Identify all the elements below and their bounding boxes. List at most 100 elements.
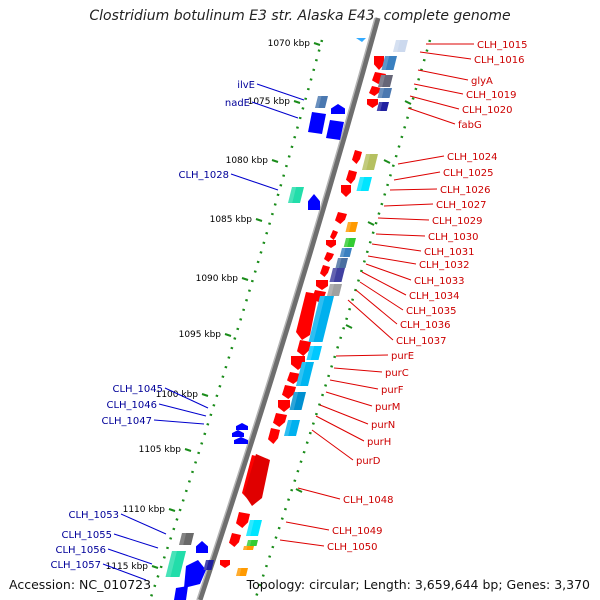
gene-label-nade: nadE: [225, 98, 250, 109]
gene-label-clh-1028: CLH_1028: [178, 170, 229, 181]
gene-label-clh-1020: CLH_1020: [462, 105, 513, 116]
gene-block-13: [308, 296, 334, 342]
kbp-label-1105-kbp: 1105 kbp: [139, 445, 182, 455]
gene-label-fabg: fabG: [458, 120, 482, 131]
leader-line-clh-1016: [419, 51, 472, 60]
leader-line-clh-1046: [158, 403, 207, 417]
gene-block-1-body: [381, 56, 397, 70]
forward-gene-arrow-20: [268, 428, 280, 444]
leader-line-clh-1032: [367, 255, 417, 265]
kbp-tick-right-1110: [295, 488, 303, 493]
gene-label-purd: purD: [356, 456, 381, 467]
gene-block-left-3-shine: [165, 551, 177, 577]
gene-block-2-shine: [378, 75, 386, 87]
forward-gene-arrow-7: [335, 212, 347, 224]
gene-block-7-body: [345, 222, 358, 232]
gene-block-10-shine: [335, 258, 342, 268]
leader-line-clh-1049: [285, 521, 330, 531]
gene-block-6: [356, 177, 372, 191]
gene-block-11-body: [329, 268, 345, 282]
reverse-gene-arrow-2: [236, 423, 248, 430]
gene-label-clh-1055: CLH_1055: [61, 530, 112, 541]
kbp-label-1080-kbp: 1080 kbp: [226, 156, 269, 166]
gene-block-21: [236, 568, 248, 576]
reverse-gene-arrow-3: [232, 430, 244, 437]
gene-block-0: [393, 40, 408, 52]
kbp-tick-1090-kbp: [241, 277, 249, 281]
forward-gene-arrow-18: [278, 400, 290, 412]
leader-line-clh-1036: [355, 289, 398, 325]
reverse-gene-block-3: [174, 586, 188, 600]
gene-block-left-0-body: [315, 96, 328, 108]
gene-block-5: [362, 154, 378, 170]
gene-block-1: [381, 56, 397, 70]
gene-block-20-body: [243, 546, 254, 550]
gene-block-15: [296, 362, 314, 386]
leader-line-clh-1050: [279, 539, 325, 547]
gene-label-clh-1056: CLH_1056: [55, 545, 106, 556]
forward-gene-arrow-16: [287, 372, 301, 384]
reverse-gene-block-0: [308, 112, 326, 134]
forward-gene-arrow-22: [236, 512, 250, 528]
gene-label-clh-1033: CLH_1033: [414, 276, 465, 287]
kbp-label-1100-kbp: 1100 kbp: [156, 390, 199, 400]
leader-line-purn: [319, 404, 369, 425]
kbp-tick-right-1095: [345, 324, 353, 329]
gene-label-clh-1027: CLH_1027: [436, 200, 487, 211]
gene-block-20-shine: [243, 546, 248, 550]
gene-block-5-body: [362, 154, 378, 170]
forward-gene-arrow-3: [367, 99, 378, 108]
forward-gene-arrow-11: [320, 265, 330, 277]
gene-block-15-shine: [296, 362, 307, 386]
gene-block-11: [329, 268, 345, 282]
forward-gene-long-2: [244, 454, 270, 506]
kbp-label-1070-kbp: 1070 kbp: [268, 39, 311, 49]
gene-block-left-0: [315, 96, 328, 108]
forward-gene-arrow-23: [229, 533, 241, 547]
gene-label-clh-1045: CLH_1045: [112, 384, 163, 395]
gene-block-4-shine: [376, 102, 383, 111]
gene-block-7-shine: [345, 222, 352, 232]
gene-block-18-body: [246, 520, 262, 536]
leader-line-purc: [333, 367, 383, 373]
leader-line-clh-1026: [389, 188, 438, 191]
gene-label-pure: purE: [391, 351, 414, 362]
leader-line-clh-1057: [102, 563, 147, 581]
gene-block-16-body: [289, 392, 306, 410]
forward-gene-arrow-17: [282, 385, 296, 399]
kbp-tick-1110-kbp: [168, 508, 176, 512]
leader-line-clh-1031: [371, 243, 422, 252]
forward-gene-arrow-19: [273, 413, 287, 427]
reverse-gene-arrow-5: [196, 541, 208, 553]
gene-block-left-1-shine: [288, 187, 297, 203]
forward-gene-arrow-8: [330, 230, 338, 240]
leader-line-clh-1025: [393, 171, 441, 181]
forward-gene-arrow-10: [324, 252, 334, 262]
kbp-tick-1095-kbp: [224, 333, 232, 337]
kbp-label-1095-kbp: 1095 kbp: [179, 330, 222, 340]
kbp-tick-1105-kbp: [184, 448, 192, 452]
leader-line-clh-1056: [107, 548, 153, 565]
gene-label-clh-1016: CLH_1016: [474, 55, 525, 66]
leader-line-clh-1048: [297, 487, 341, 500]
gene-block-left-1: [288, 187, 304, 203]
gene-block-0-body: [393, 40, 408, 52]
leader-line-fabg: [407, 107, 456, 125]
gene-block-16: [289, 392, 306, 410]
gene-block-2-body: [378, 75, 393, 87]
reverse-gene-block-1: [326, 120, 344, 140]
kbp-label-1115-kbp: 1115 kbp: [106, 562, 149, 572]
gene-label-clh-1030: CLH_1030: [428, 232, 479, 243]
gene-block-13-body: [308, 296, 334, 342]
gene-label-clh-1048: CLH_1048: [343, 495, 394, 506]
gene-block-18-shine: [246, 520, 255, 536]
gene-label-clh-1019: CLH_1019: [466, 90, 517, 101]
leader-line-purm: [325, 391, 373, 407]
gene-block-left-4: [203, 560, 214, 570]
gene-block-9: [339, 248, 352, 257]
forward-gene-long-1: [296, 292, 318, 340]
gene-label-purc: purC: [385, 368, 409, 379]
gene-block-11-shine: [329, 268, 338, 282]
